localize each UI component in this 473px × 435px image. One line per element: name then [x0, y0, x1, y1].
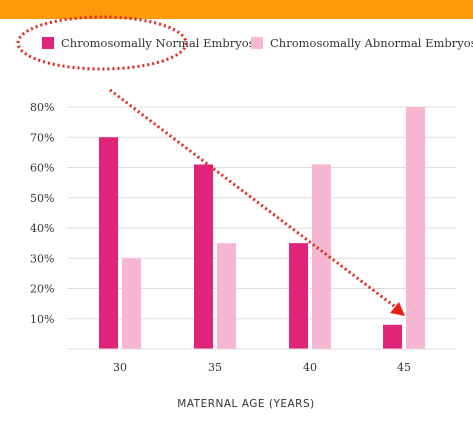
annotation-trend-arrow	[109, 88, 399, 311]
bar-abnormal-45	[406, 107, 425, 349]
annotation-ellipse	[16, 15, 188, 71]
gridlines	[67, 106, 456, 320]
y-tick-label: 60%	[30, 162, 54, 175]
legend-swatch-abnormal	[251, 37, 263, 49]
x-tick-label: 45	[397, 361, 411, 374]
bar-abnormal-30	[122, 258, 141, 349]
y-tick-label: 30%	[30, 252, 54, 265]
y-axis-ticks: 10% 20% 30% 40% 50% 60% 70% 80%	[30, 101, 54, 326]
y-tick-label: 70%	[30, 131, 54, 144]
y-tick-label: 40%	[30, 222, 54, 235]
bar-normal-40	[289, 243, 308, 349]
legend-label-normal: Chromosomally Normal Embryos	[61, 36, 255, 50]
legend-label-abnormal: Chromosomally Abnormal Embryos	[270, 36, 473, 50]
annotation-arrow-head	[390, 302, 405, 316]
x-tick-label: 30	[113, 361, 127, 374]
y-tick-label: 50%	[30, 192, 54, 205]
x-axis-title: MATERNAL AGE (YEARS)	[177, 398, 315, 410]
x-tick-label: 35	[208, 361, 222, 374]
bars	[99, 107, 425, 349]
x-axis-ticks: 30 35 40 45	[113, 361, 411, 374]
bar-normal-45	[383, 324, 402, 349]
y-tick-label: 10%	[30, 313, 54, 326]
top-accent-bar	[0, 0, 473, 19]
bar-abnormal-40	[312, 164, 331, 349]
bar-normal-30	[99, 137, 118, 349]
bar-normal-35	[194, 164, 213, 349]
x-tick-label: 40	[303, 361, 317, 374]
y-tick-label: 80%	[30, 101, 54, 114]
bar-abnormal-35	[217, 243, 236, 349]
legend: Chromosomally Normal Embryos Chromosomal…	[42, 36, 473, 50]
y-tick-label: 20%	[30, 283, 54, 296]
legend-swatch-normal	[42, 37, 54, 49]
